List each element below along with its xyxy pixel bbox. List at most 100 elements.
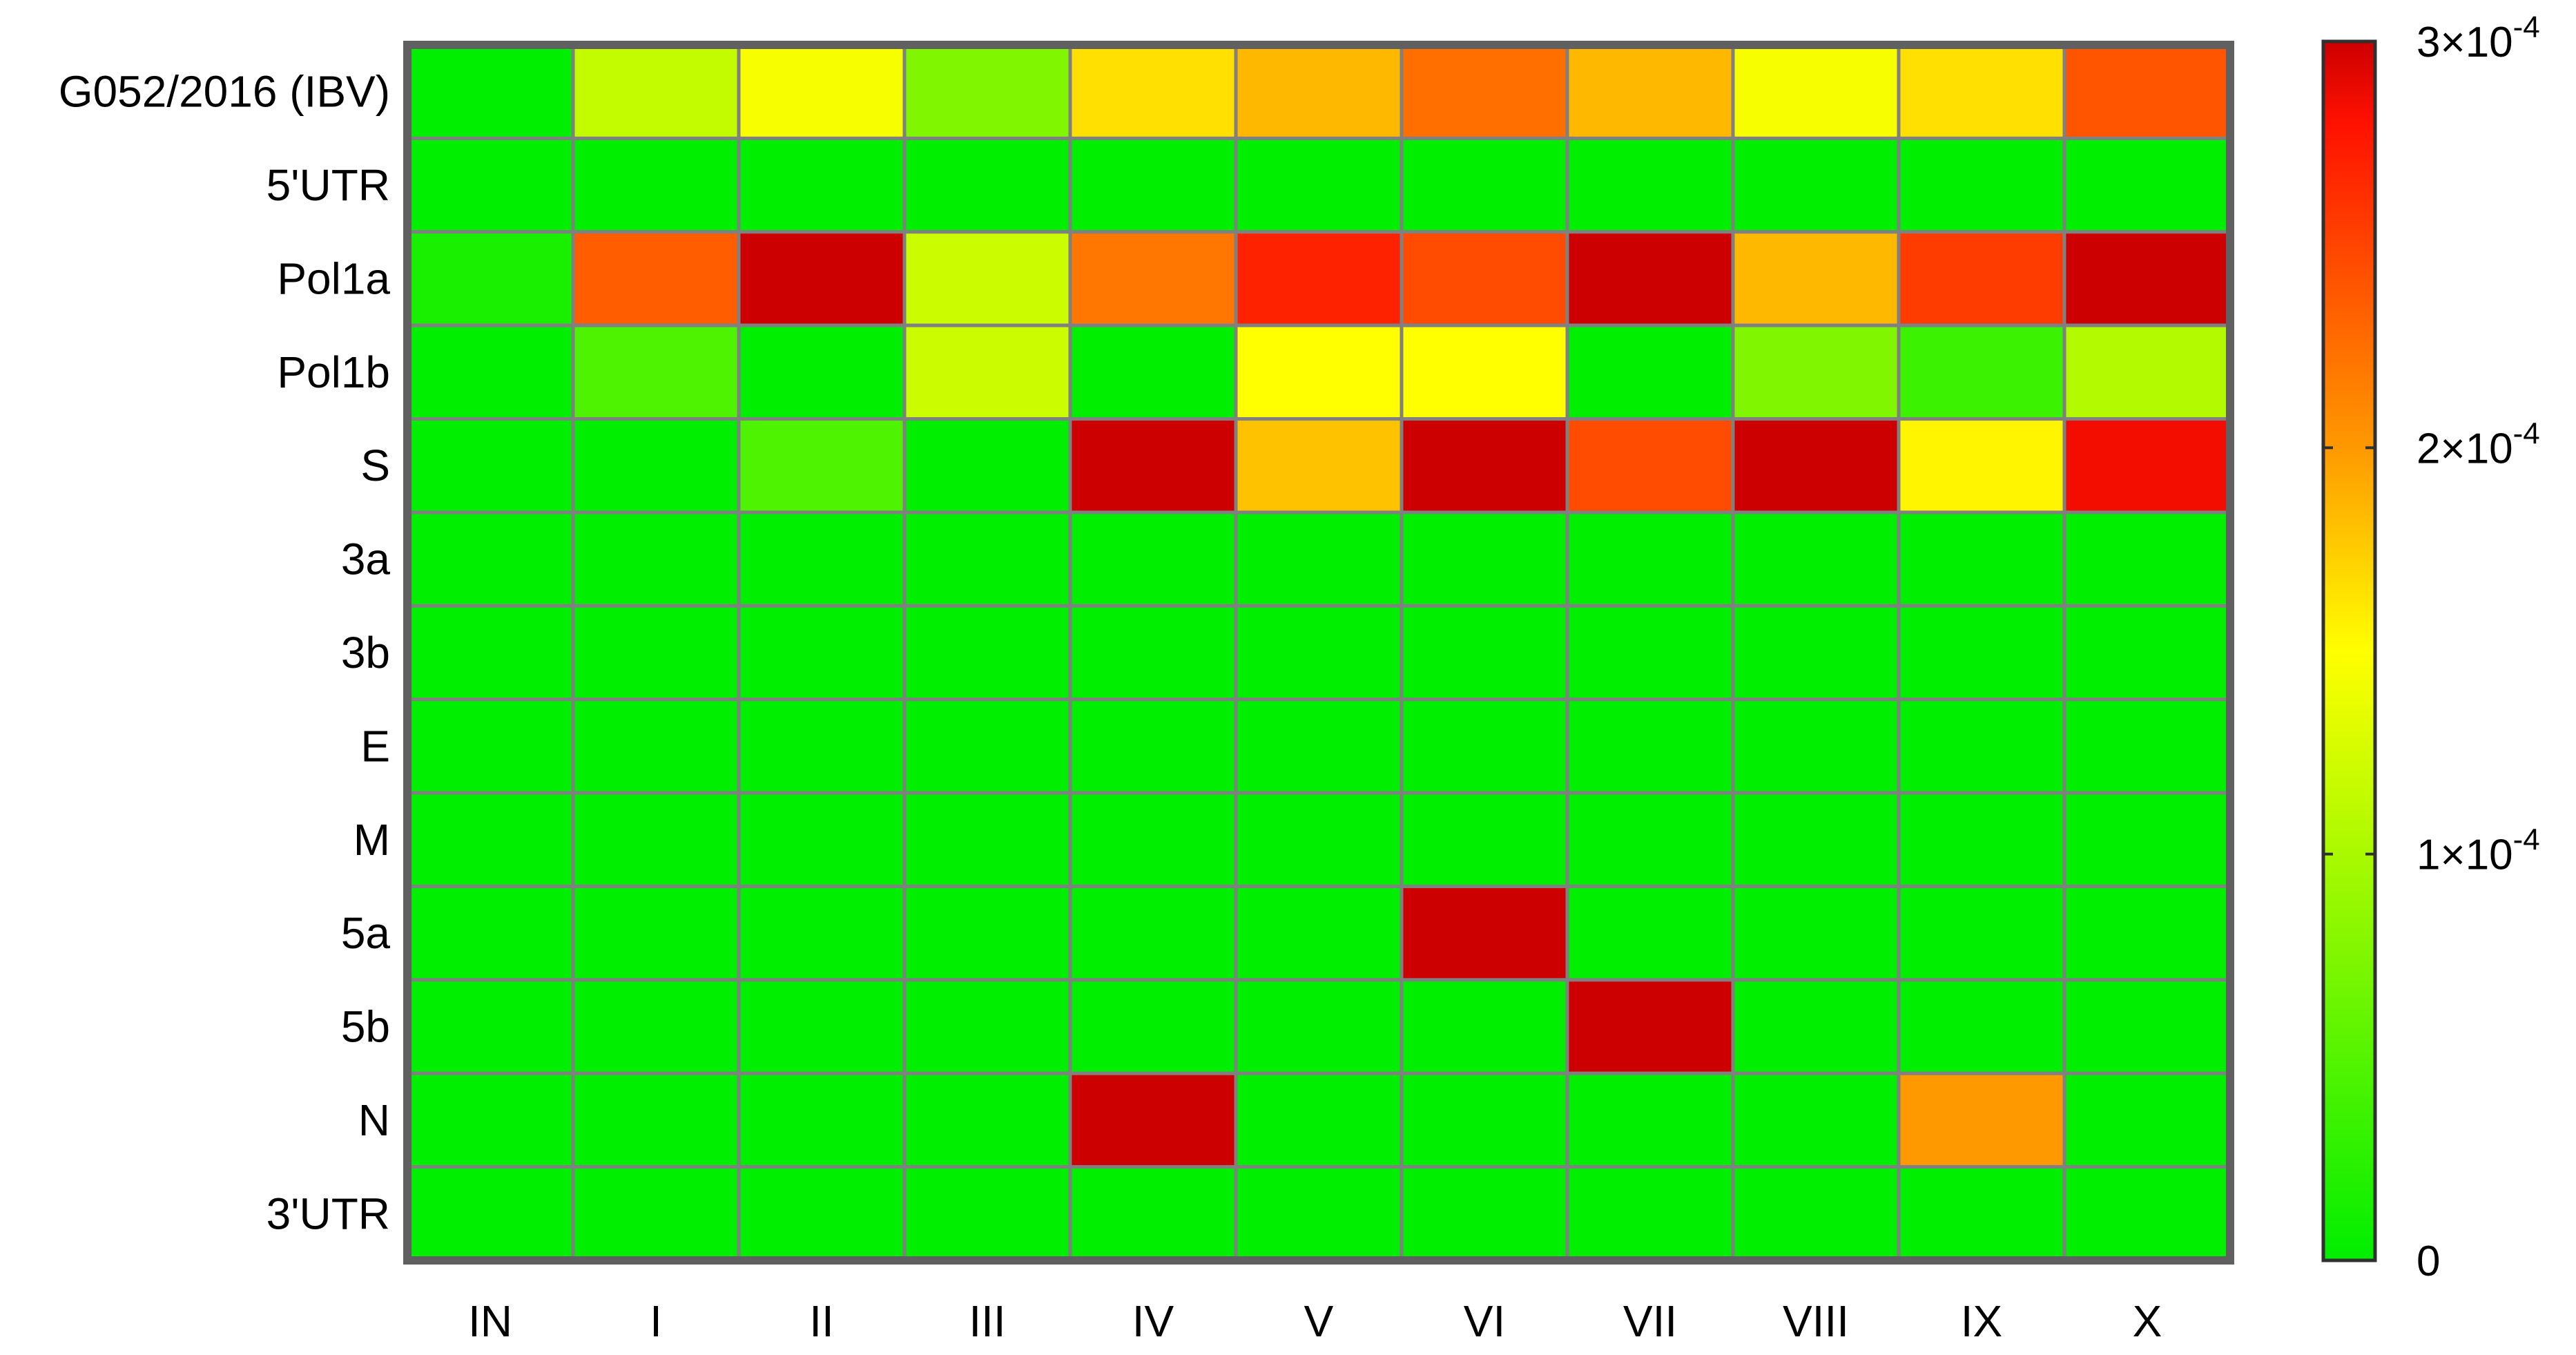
row-labels: G052/2016 (IBV) 5'UTR Pol1a Pol1b S 3a 3b EM 5a 5… xyxy=(59,67,391,1239)
heatmap-cell xyxy=(405,884,575,982)
heatmap-cell xyxy=(1565,43,1735,140)
heatmap-cell xyxy=(1731,884,1901,982)
heatmap-cell xyxy=(1234,978,1404,1075)
heatmap-cell xyxy=(1400,43,1569,140)
heatmap-cell xyxy=(571,698,741,795)
heatmap-cell xyxy=(1731,978,1901,1075)
heatmap-cell xyxy=(1731,230,1901,327)
heatmap-cell xyxy=(571,604,741,702)
heatmap-cell xyxy=(405,323,575,421)
heatmap-cell xyxy=(1068,698,1238,795)
heatmap-cell xyxy=(1897,510,2066,608)
heatmap-cell xyxy=(737,604,907,702)
heatmap-cell xyxy=(1400,698,1569,795)
heatmap-cell xyxy=(571,978,741,1075)
heatmap-cell xyxy=(1731,791,1901,888)
heatmap-cell xyxy=(405,136,575,234)
colorbar-tick-label: 1×10-4 xyxy=(2417,823,2540,879)
heatmap-cell xyxy=(1731,43,1901,140)
heatmap-cell xyxy=(1897,230,2066,327)
heatmap-cell xyxy=(2062,323,2232,421)
heatmap-cell xyxy=(1234,1071,1404,1169)
colorbar-tick-label: 2×10-4 xyxy=(2417,416,2540,472)
heatmap-cell xyxy=(1565,604,1735,702)
heatmap-cell xyxy=(1565,1071,1735,1169)
heatmap-cell xyxy=(1731,1165,1901,1262)
heatmap-cell xyxy=(902,1165,1072,1262)
heatmap-cell xyxy=(1234,230,1404,327)
heatmap-cell xyxy=(1400,1071,1569,1169)
column-label: X xyxy=(2133,1296,2162,1346)
heatmap-cell xyxy=(1234,791,1404,888)
column-labels: IN I II III IV V VI VII VIII IX X xyxy=(468,1296,2162,1346)
heatmap-cell xyxy=(902,417,1072,515)
column-label: IV xyxy=(1132,1296,1174,1346)
heatmap-cell xyxy=(571,323,741,421)
heatmap-cell xyxy=(1068,1071,1238,1169)
heatmap-cell xyxy=(737,698,907,795)
heatmap-cell xyxy=(1731,698,1901,795)
heatmap-cell xyxy=(737,323,907,421)
heatmap-cell xyxy=(1068,1165,1238,1262)
heatmap-cell xyxy=(571,791,741,888)
heatmap-cell xyxy=(405,604,575,702)
heatmap-cell xyxy=(1068,43,1238,140)
heatmap-cell xyxy=(1400,510,1569,608)
heatmap-cell xyxy=(405,510,575,608)
heatmap-cell xyxy=(1731,323,1901,421)
heatmap-cell xyxy=(1565,510,1735,608)
heatmap-cell xyxy=(902,791,1072,888)
heatmap-cell xyxy=(1565,1165,1735,1262)
heatmap-cell xyxy=(1400,884,1569,982)
heatmap-cell xyxy=(737,43,907,140)
heatmap-cell xyxy=(571,417,741,515)
column-label: VII xyxy=(1623,1296,1677,1346)
heatmap-cell xyxy=(902,43,1072,140)
row-label: 5'UTR xyxy=(267,160,390,210)
heatmap-cell xyxy=(571,1071,741,1169)
heatmap-cell xyxy=(1897,136,2066,234)
heatmap-cell xyxy=(1400,136,1569,234)
heatmap-cell xyxy=(405,417,575,515)
heatmap-cell xyxy=(2062,698,2232,795)
heatmap-cell xyxy=(1400,1165,1569,1262)
column-label: VI xyxy=(1464,1296,1505,1346)
row-label: 3'UTR xyxy=(267,1189,390,1238)
heatmap-cell xyxy=(2062,604,2232,702)
heatmap-cell xyxy=(902,510,1072,608)
heatmap-cell xyxy=(2062,43,2232,140)
heatmap-cell xyxy=(737,791,907,888)
row-label: N xyxy=(358,1095,390,1145)
heatmap-cell xyxy=(405,230,575,327)
heatmap-cell xyxy=(405,43,575,140)
heatmap-cell xyxy=(571,510,741,608)
heatmap-cell xyxy=(2062,417,2232,515)
heatmap-cell xyxy=(737,1071,907,1169)
heatmap-cell xyxy=(1234,884,1404,982)
heatmap-cell xyxy=(405,791,575,888)
heatmap-cell xyxy=(1897,604,2066,702)
heatmap-cell xyxy=(902,884,1072,982)
row-label: G052/2016 (IBV) xyxy=(59,67,390,117)
heatmap-cell xyxy=(737,136,907,234)
heatmap-cell xyxy=(1565,323,1735,421)
heatmap-cell xyxy=(737,510,907,608)
row-label: 3b xyxy=(341,628,390,678)
heatmap-cell xyxy=(571,43,741,140)
column-label: II xyxy=(809,1296,834,1346)
column-label: VIII xyxy=(1783,1296,1849,1346)
heatmap-cell xyxy=(1400,230,1569,327)
heatmap-cell xyxy=(1400,791,1569,888)
heatmap-cell xyxy=(1068,323,1238,421)
heatmap-cell xyxy=(1234,136,1404,234)
row-label: M xyxy=(354,815,390,865)
row-label: Pol1b xyxy=(277,347,390,397)
heatmap-cell xyxy=(571,136,741,234)
heatmap-cell xyxy=(571,230,741,327)
heatmap-cell xyxy=(1897,978,2066,1075)
heatmap-cell xyxy=(902,978,1072,1075)
heatmap-cell xyxy=(1897,884,2066,982)
heatmap-cell xyxy=(405,1165,575,1262)
